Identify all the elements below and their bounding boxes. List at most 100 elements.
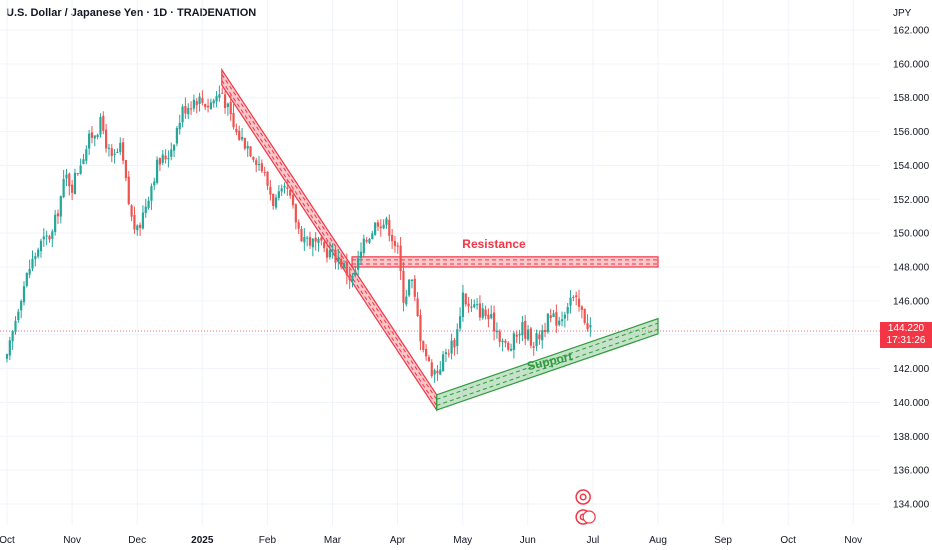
candle-body (408, 279, 411, 296)
candle-body (563, 314, 566, 319)
candle-body (453, 340, 456, 348)
y-tick-label: 138.000 (893, 432, 930, 443)
candle-body (235, 128, 238, 133)
candle-body (382, 224, 385, 229)
x-tick-label: Feb (259, 535, 277, 546)
candle-body (558, 320, 561, 325)
candle-body (410, 279, 414, 281)
candle-body (71, 184, 74, 193)
candle-body (490, 314, 493, 319)
candle-body (331, 249, 334, 251)
candle-body (436, 370, 439, 374)
candle-body (308, 237, 312, 246)
candle-body (223, 94, 227, 109)
y-tick-label: 152.000 (893, 195, 930, 206)
y-tick-label: 158.000 (893, 93, 930, 104)
candle-body (51, 231, 54, 239)
candle-body (589, 325, 592, 328)
candle-body (65, 174, 68, 179)
candle-body (56, 213, 60, 217)
candle-body (198, 96, 201, 104)
candle-body (119, 142, 122, 153)
candle-body (170, 149, 173, 157)
candle-body (204, 103, 207, 108)
candle-body (396, 245, 399, 247)
candle-body (365, 239, 368, 242)
candle-body (439, 369, 442, 375)
candle-body (96, 134, 99, 138)
candle-body (413, 278, 416, 297)
candle-body (150, 186, 153, 201)
candle-body (566, 306, 569, 314)
candle-body (419, 315, 422, 342)
candle-body (215, 96, 218, 102)
candle-body (427, 357, 431, 362)
candle-body (144, 206, 147, 213)
x-tick-label: 2025 (191, 535, 214, 546)
candle-body (266, 171, 269, 186)
candle-body (62, 178, 65, 198)
x-axis: Oct Nov Dec 2025 Feb Mar Apr May Jun Jul Aug Sep Oct… (0, 535, 862, 546)
candle-body (155, 159, 159, 183)
candle-body (283, 185, 286, 188)
candle-body (535, 333, 538, 347)
candle-body (272, 193, 275, 206)
event-marker-extra (582, 510, 596, 524)
candle-body (192, 99, 196, 109)
x-tick-label: Dec (128, 535, 146, 546)
candle-body (5, 354, 9, 359)
candle-body (456, 329, 459, 347)
candle-body (311, 238, 314, 248)
candle-body (487, 314, 490, 320)
candle-body (481, 308, 484, 318)
candle-body (399, 245, 402, 272)
candle-body (512, 333, 516, 351)
candle-body (212, 100, 215, 104)
x-tick-label: Nov (63, 535, 81, 546)
candle-body (28, 268, 31, 275)
candle-body (478, 303, 482, 318)
candle-body (323, 242, 326, 249)
x-tick-label: Mar (324, 535, 342, 546)
candle-body (430, 362, 433, 377)
candle-body (133, 215, 136, 230)
candle-body (189, 108, 193, 110)
candle-body (31, 258, 34, 269)
candle-body (473, 304, 476, 308)
candle-body (328, 250, 331, 258)
candle-body (569, 297, 572, 306)
candle-body (447, 353, 450, 355)
candle-body (552, 313, 555, 318)
candle-body (405, 296, 408, 305)
candle-body (368, 238, 371, 243)
candle-body (470, 306, 473, 308)
candle-body (515, 334, 518, 337)
event-markers (575, 489, 596, 525)
candle-body (255, 160, 258, 165)
candle-body (526, 329, 530, 340)
candle-body (229, 102, 232, 115)
x-tick-label: Oct (780, 535, 796, 546)
candle-body (34, 256, 37, 260)
candle-body (85, 149, 88, 161)
candle-body (291, 195, 295, 206)
candle-body (243, 137, 246, 149)
candle-body (354, 270, 357, 276)
candle-body (184, 106, 187, 114)
candle-body (161, 154, 164, 163)
candle-body (249, 146, 252, 157)
candle-body (289, 189, 292, 196)
candle-body (580, 306, 583, 310)
candle-body (90, 132, 94, 138)
candle-body (17, 311, 20, 321)
chart-title: U.S. Dollar / Japanese Yen · 1D · TRADEN… (6, 7, 257, 19)
candle-body (246, 145, 249, 149)
candle-body (76, 173, 79, 175)
candle-body (218, 94, 221, 98)
last-price-badge: 144.220 17:31:26 (880, 322, 932, 348)
candle-body (277, 191, 280, 198)
candle-body (172, 144, 176, 151)
candle-body (300, 229, 303, 242)
candle-body (187, 107, 190, 115)
